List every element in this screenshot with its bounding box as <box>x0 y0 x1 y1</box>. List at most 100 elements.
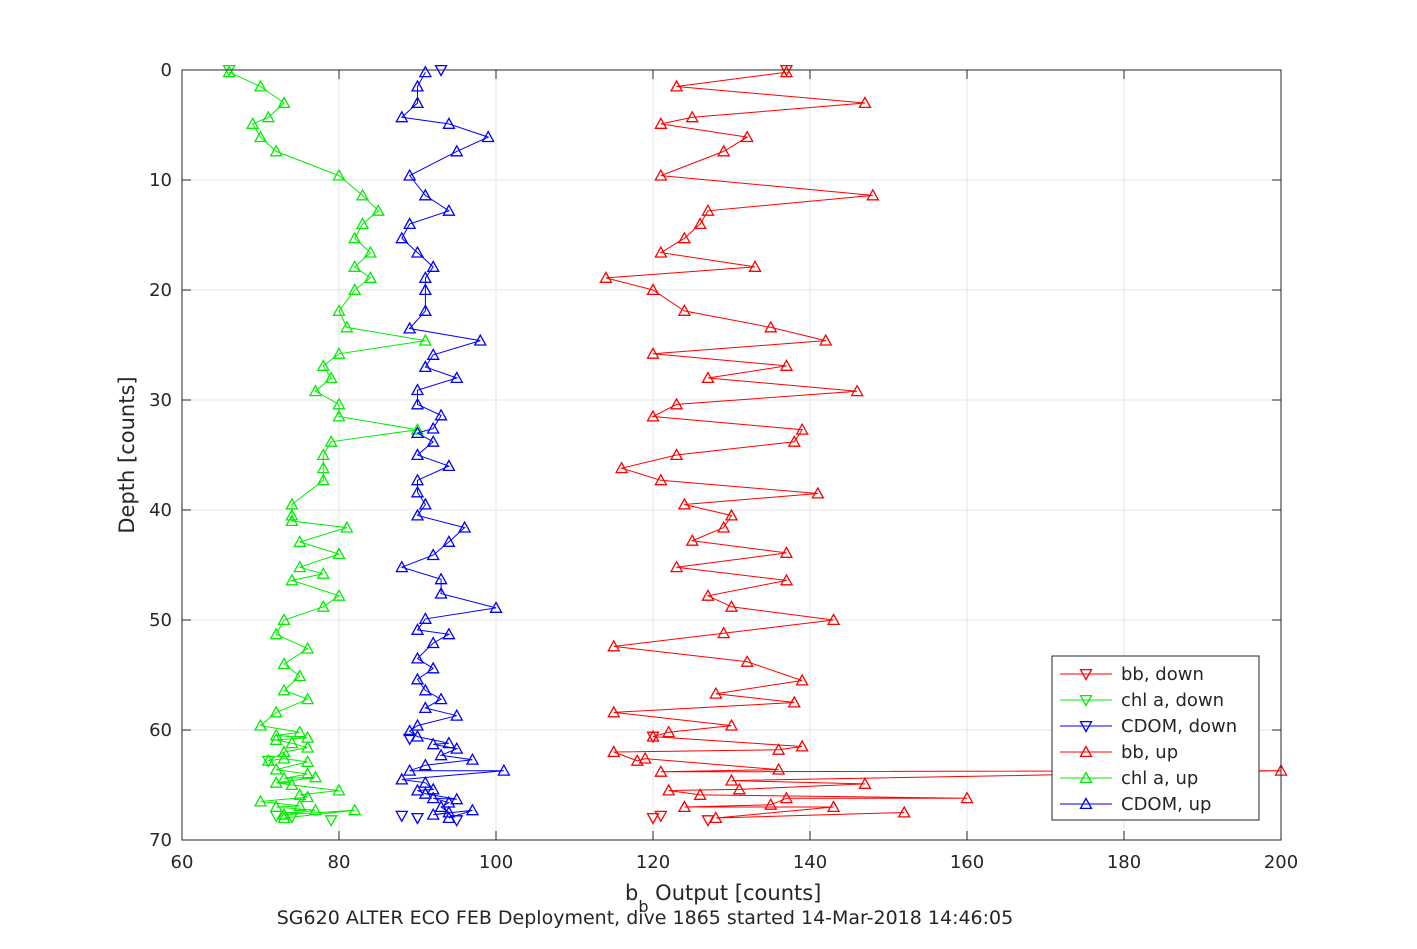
data-point <box>795 422 809 435</box>
data-point <box>709 686 723 699</box>
x-tick-label: 120 <box>636 852 670 873</box>
data-point <box>277 807 291 820</box>
data-point <box>473 333 487 346</box>
data-point <box>410 422 425 435</box>
data-point <box>300 767 315 780</box>
data-point <box>418 333 432 346</box>
series-bb-up <box>599 65 1288 824</box>
data-point <box>285 778 299 791</box>
data-point <box>646 283 660 296</box>
data-point <box>497 763 511 776</box>
data-point <box>418 612 432 624</box>
data-point <box>779 546 794 558</box>
data-point <box>324 371 338 384</box>
data-point <box>277 683 291 696</box>
x-tick-label: 160 <box>950 852 984 873</box>
data-point <box>654 764 668 777</box>
data-point <box>669 79 684 92</box>
legend-entry: chl a, down <box>1060 690 1224 711</box>
data-point <box>300 755 315 767</box>
data-point <box>253 130 268 143</box>
legend-entry: chl a, up <box>1060 768 1198 789</box>
data-point <box>340 320 354 333</box>
data-point <box>253 79 268 92</box>
data-point <box>685 110 699 123</box>
data-point <box>693 788 707 800</box>
data-point <box>787 695 801 708</box>
series-layer <box>222 64 1288 828</box>
y-axis-label: Depth [counts] <box>115 376 139 533</box>
legend-marker <box>1079 771 1093 784</box>
data-point <box>434 572 448 585</box>
data-point <box>819 333 833 346</box>
data-point <box>481 130 495 143</box>
y-tick-label: 30 <box>149 390 172 411</box>
x-axis-label-subscript: b <box>638 897 648 916</box>
x-axis-label-rest: Output [counts] <box>649 881 822 905</box>
data-point <box>434 692 448 705</box>
data-point <box>418 701 432 714</box>
data-point <box>410 245 425 258</box>
data-point <box>764 797 778 810</box>
data-point <box>724 718 739 731</box>
legend-marker <box>1079 694 1093 707</box>
data-point <box>795 739 809 752</box>
data-point <box>418 497 432 510</box>
series-line <box>400 71 504 819</box>
data-point <box>418 304 432 316</box>
data-point <box>858 777 872 789</box>
data-point <box>614 461 629 474</box>
series-chl-a-up <box>222 65 432 824</box>
data-point <box>607 745 621 758</box>
data-point <box>677 304 692 316</box>
data-point <box>418 283 432 296</box>
data-point <box>332 547 346 560</box>
data-point <box>646 812 660 825</box>
data-point <box>261 753 275 766</box>
legend-marker <box>1079 797 1093 810</box>
data-point <box>300 641 315 654</box>
data-point <box>457 520 472 533</box>
data-point <box>418 758 432 771</box>
data-point <box>677 497 692 510</box>
data-point <box>410 672 425 685</box>
data-point <box>669 397 684 410</box>
data-point <box>293 560 307 573</box>
data-point <box>277 96 291 109</box>
legend-marker <box>1079 745 1093 758</box>
data-point <box>426 737 440 750</box>
data-point <box>261 110 275 123</box>
data-point <box>316 473 330 486</box>
data-point <box>960 791 974 804</box>
data-point <box>465 752 480 765</box>
data-point <box>277 751 291 764</box>
y-tick-label: 10 <box>149 170 172 191</box>
data-point <box>371 203 385 216</box>
y-tick-label: 20 <box>149 280 172 301</box>
data-point <box>332 588 346 601</box>
data-point <box>638 751 652 764</box>
data-point <box>410 623 425 635</box>
data-point <box>395 560 409 573</box>
data-point <box>599 271 613 283</box>
data-point <box>779 65 794 78</box>
data-point <box>403 763 417 776</box>
data-point <box>418 775 432 788</box>
data-point <box>246 117 260 129</box>
data-point <box>410 783 425 796</box>
x-axis-label-main: b <box>625 881 638 905</box>
legend-entry: bb, up <box>1060 742 1178 763</box>
data-point <box>332 168 346 181</box>
data-point <box>662 725 676 738</box>
data-point <box>269 705 283 718</box>
data-point <box>348 283 362 296</box>
data-point <box>779 791 794 804</box>
data-point <box>410 485 425 498</box>
data-point <box>646 729 660 742</box>
figure-caption: SG620 ALTER ECO FEB Deployment, dive 186… <box>277 907 1013 929</box>
data-point <box>418 188 432 201</box>
y-tick-label: 70 <box>149 830 172 851</box>
data-point <box>426 421 440 434</box>
